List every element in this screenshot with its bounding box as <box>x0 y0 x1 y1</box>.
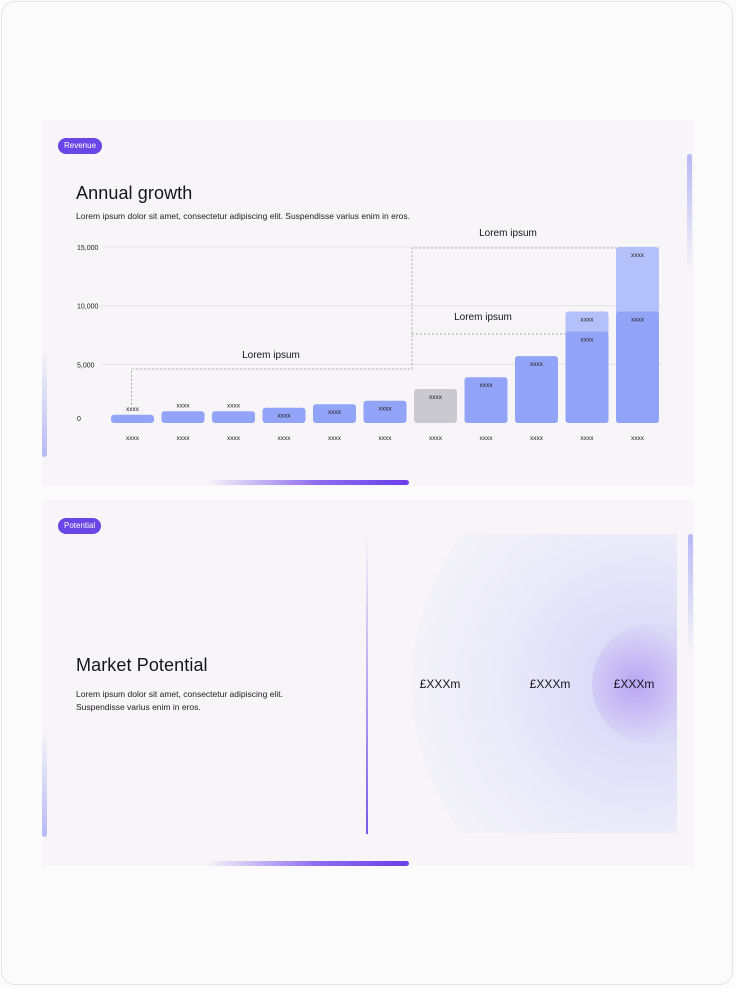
x-tick-label: xxxx <box>530 435 544 442</box>
bar <box>313 404 356 423</box>
inner-circle <box>592 624 677 744</box>
bar-value-label: xxxx <box>126 406 140 413</box>
bar <box>212 411 255 423</box>
bar-value-label: xxxx <box>429 394 443 401</box>
outer-circle-label: £XXXm <box>420 677 461 691</box>
left-accent-line-2 <box>42 730 47 837</box>
x-tick-label: xxxx <box>480 435 494 442</box>
right-accent-line-2 <box>688 534 693 654</box>
annotation-label: Lorem ipsum <box>242 350 300 361</box>
y-tick-label: 15,000 <box>77 245 99 252</box>
slide-title: Annual growth <box>76 183 193 203</box>
description-line-2: Suspendisse varius enim in eros. <box>76 702 201 712</box>
bar <box>414 388 457 423</box>
x-tick-label: xxxx <box>581 435 595 442</box>
bar-value-label: xxxx <box>581 336 595 343</box>
y-tick-label: 0 <box>77 416 81 423</box>
slide-title-2: Market Potential <box>76 655 208 675</box>
bar-value-label: xxxx <box>227 402 241 409</box>
x-tick-label: xxxx <box>278 435 292 442</box>
x-tick-label: xxxx <box>631 435 645 442</box>
x-tick-label: xxxx <box>227 435 241 442</box>
potential-tag: Potential <box>58 518 102 534</box>
x-tick-label: xxxx <box>379 435 393 442</box>
bar <box>515 356 558 423</box>
x-tick-label: xxxx <box>429 435 443 442</box>
bar-upper-segment <box>616 247 659 315</box>
right-accent-line <box>687 154 692 274</box>
bar-upper-label: xxxx <box>581 317 595 324</box>
bar-upper-segment <box>565 311 609 335</box>
bar-value-label: xxxx <box>379 406 393 413</box>
y-tick-label: 10,000 <box>77 304 99 311</box>
annotation-label: Lorem ipsum <box>454 312 512 323</box>
annual-growth-slide: Revenue Annual growth Lorem ipsum dolor … <box>42 120 694 486</box>
bar-value-label: xxxx <box>328 409 342 416</box>
description-line-1: Lorem ipsum dolor sit amet, consectetur … <box>76 689 283 699</box>
slide-description: Lorem ipsum dolor sit amet, consectetur … <box>76 211 411 221</box>
y-tick-label: 5,000 <box>77 362 95 369</box>
market-potential-slide: Potential Market Potential Lorem ipsum d… <box>42 500 694 866</box>
vertical-divider <box>366 534 368 834</box>
annotation-label: Lorem ipsum <box>479 228 537 239</box>
bar <box>464 377 508 423</box>
growth-bar-chart: 0 5,000 10,000 15,000 xxxx xxxx xxxx xxxx xxxx xx… <box>77 228 662 442</box>
bar <box>161 411 205 423</box>
x-tick-label: xxxx <box>328 435 342 442</box>
bottom-accent-line-2 <box>206 861 409 866</box>
bar-value-label: xxxx <box>177 402 191 409</box>
bar-upper-label: xxxx <box>631 252 645 259</box>
bar-value-label: xxxx <box>278 413 292 420</box>
annotation-connector <box>131 247 616 405</box>
bar-lower-segment <box>616 311 659 423</box>
market-circles: £XXXm £XXXm £XXXm <box>412 534 677 833</box>
inner-circle-label: £XXXm <box>614 677 655 691</box>
bar-value-label: xxxx <box>530 361 544 368</box>
x-tick-label: xxxx <box>177 435 191 442</box>
bar <box>262 407 306 423</box>
bar <box>363 400 407 423</box>
bar-value-label: xxxx <box>480 382 494 389</box>
bar-value-label: xxxx <box>631 317 645 324</box>
x-tick-label: xxxx <box>126 435 140 442</box>
slide-description-2: Lorem ipsum dolor sit amet, consectetur … <box>76 688 283 714</box>
bar-lower-segment <box>565 331 609 423</box>
middle-circle-label: £XXXm <box>530 677 571 691</box>
left-accent-line <box>42 350 47 457</box>
bottom-accent-line <box>206 480 409 485</box>
revenue-tag: Revenue <box>58 138 103 154</box>
bar <box>111 414 154 423</box>
